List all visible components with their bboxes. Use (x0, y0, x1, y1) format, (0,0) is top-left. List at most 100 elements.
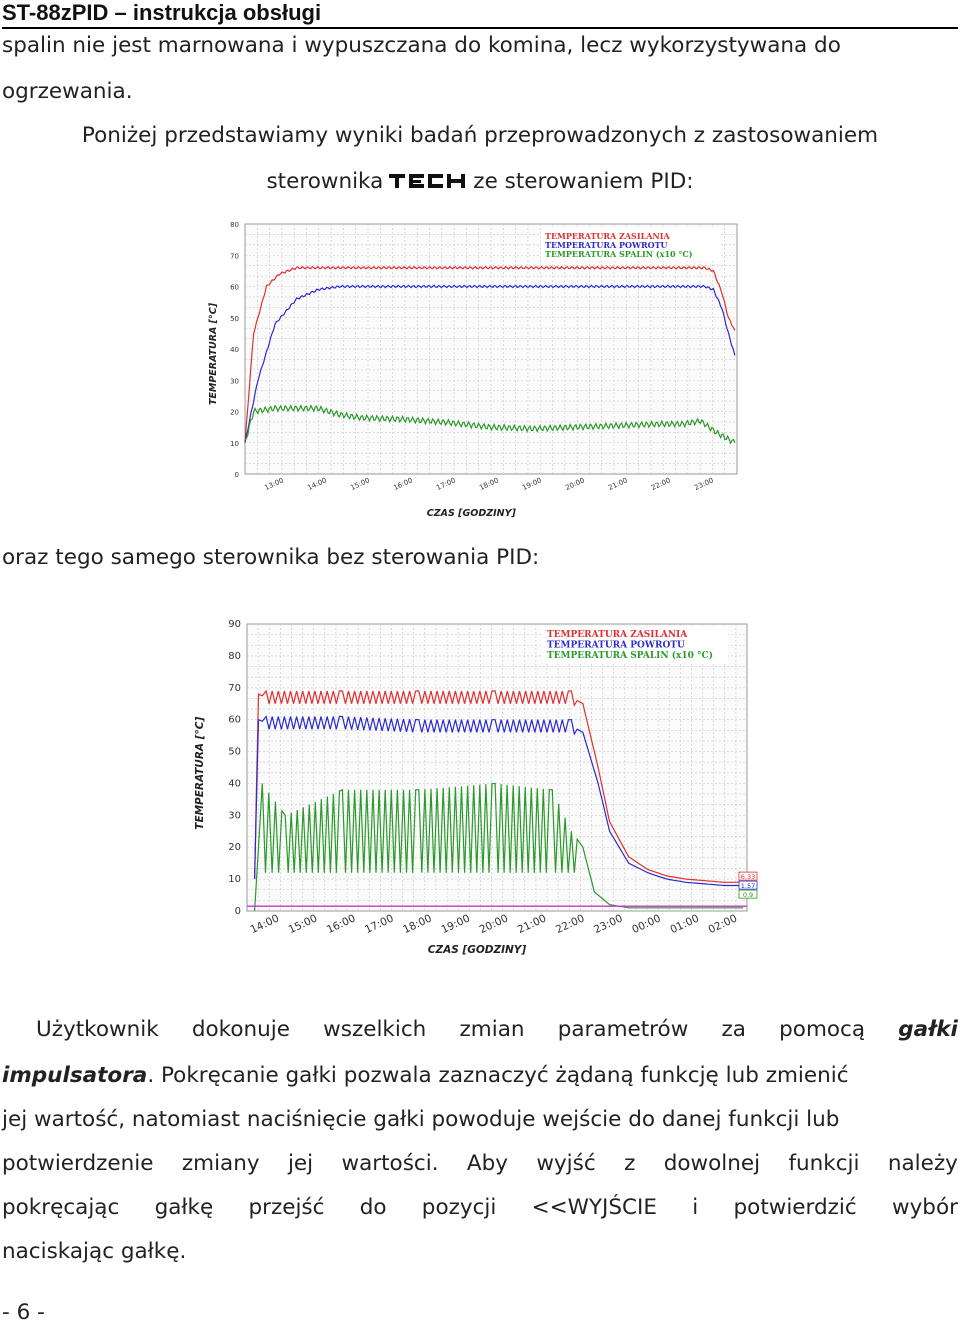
middle-text: oraz tego samego sterownika bez sterowan… (2, 545, 540, 570)
word: dokonuje (191, 1017, 290, 1042)
chart-with-pid-svg: 0 10 20 30 40 50 60 70 80 13:00 14:00 15:00 16:00 17:… (208, 221, 738, 519)
paragraph-line-5: pokręcając gałkę przejść do pozycji <<WY… (2, 1196, 958, 1220)
series-line-3 (244, 404, 736, 445)
end-label-box (738, 880, 758, 890)
word: potwierdzić (733, 1195, 857, 1220)
paragraph-line-4: potwierdzenie zmiany jej wartości. Aby w… (2, 1152, 958, 1176)
legend-entry-1: TEMPERATURA ZASILANIA (547, 630, 688, 640)
plot-area (246, 623, 748, 912)
legend-entry-2: TEMPERATURA POWROTU (545, 240, 668, 250)
x-tick-label: 17:00 (363, 912, 396, 936)
y-tick-label: 20 (230, 409, 239, 417)
y-tick-label: 80 (228, 651, 241, 662)
x-tick-label: 00:00 (630, 912, 663, 936)
paragraph-line-6: naciskając gałkę. (2, 1239, 187, 1264)
word: wyjść (536, 1151, 596, 1176)
word: zmiany (181, 1151, 260, 1176)
intro-line-3: Poniżej przedstawiamy wyniki badań przep… (81, 123, 879, 148)
word: <<WYJŚCIE (531, 1195, 657, 1220)
word: Aby (466, 1151, 508, 1176)
x-tick-label: 15:00 (287, 912, 320, 936)
y-tick-label: 50 (230, 315, 239, 323)
x-tick-label: 20:00 (478, 912, 511, 936)
y-tick-label: 20 (228, 842, 241, 853)
y-tick-label: 60 (228, 715, 241, 726)
intro-line-4-pre: sterownika (266, 169, 384, 194)
y-axis-label: TEMPERATURA [°C] (194, 717, 206, 830)
word: parametrów (557, 1017, 689, 1042)
series-line-2 (254, 715, 744, 887)
word: pomocą (779, 1017, 866, 1042)
x-tick-label: 02:00 (707, 912, 740, 936)
series-line-2 (244, 284, 736, 443)
bold-word-galki: gałki (898, 1017, 958, 1042)
intro-line-4: sterownika ze sterowaniem PID: (0, 169, 960, 196)
bold-word-impulsatora: impulsatora (2, 1063, 148, 1088)
x-tick-label: 16:00 (325, 912, 358, 936)
word: wszelkich (323, 1017, 427, 1042)
end-label-box (738, 889, 758, 899)
x-tick-label: 14:00 (306, 476, 328, 492)
x-axis-label: CZAS [GODZINY] (427, 508, 517, 519)
word: pokręcając (2, 1195, 120, 1220)
word: funkcji (788, 1151, 860, 1176)
word: wybór (892, 1195, 958, 1220)
x-tick-label: 23:00 (592, 912, 625, 936)
y-tick-label: 10 (228, 874, 241, 885)
x-tick-label: 19:00 (521, 476, 543, 492)
y-tick-label: 90 (228, 619, 241, 630)
word: Użytkownik (36, 1017, 159, 1042)
x-tick-label: 21:00 (607, 476, 629, 492)
y-tick-label: 60 (230, 284, 239, 292)
word: gałkę (154, 1195, 214, 1220)
y-tick-label: 40 (228, 778, 241, 789)
x-tick-label: 17:00 (435, 476, 457, 492)
word: do (359, 1195, 387, 1220)
legend-entry-2: TEMPERATURA POWROTU (547, 641, 685, 651)
y-tick-label: 40 (230, 346, 239, 354)
x-tick-label: 20:00 (564, 476, 586, 492)
x-tick-label: 22:00 (554, 912, 587, 936)
word: za (721, 1017, 746, 1042)
chart-with-pid: 0 10 20 30 40 50 60 70 80 13:00 14:00 15:00 16:00 17:… (200, 212, 760, 524)
paragraph-line-3: jej wartość, natomiast naciśnięcie gałki… (2, 1107, 840, 1132)
y-tick-label: 30 (228, 810, 241, 821)
word: należy (887, 1151, 958, 1176)
paragraph-line-2-rest: . Pokręcanie gałki pozwala zaznaczyć żąd… (147, 1063, 849, 1088)
legend-box (541, 228, 721, 261)
tech-logo-graphic (389, 174, 466, 188)
x-tick-label: 22:00 (650, 476, 672, 492)
series-line-1 (244, 265, 736, 444)
legend-entry-3: TEMPERATURA SPALIN (x10 °C) (547, 650, 713, 661)
x-tick-label: 14:00 (249, 912, 282, 936)
word: i (692, 1195, 699, 1220)
word: potwierdzenie (2, 1151, 154, 1176)
word: wartości. (341, 1151, 439, 1176)
word: przejść (248, 1195, 325, 1220)
intro-line-1: spalin nie jest marnowana i wypuszczana … (2, 33, 841, 58)
paragraph-line-2: impulsatora. Pokręcanie gałki pozwala za… (2, 1064, 849, 1088)
y-tick-label: 0 (235, 471, 239, 479)
intro-line-4-post: ze sterowaniem PID: (473, 169, 694, 194)
end-label: 1.57 (741, 882, 755, 890)
legend-entry-1: TEMPERATURA ZASILANIA (545, 231, 670, 241)
x-tick-label: 19:00 (439, 912, 472, 936)
paragraph-line-1: Użytkownik dokonuje wszelkich zmian para… (2, 1018, 958, 1042)
end-label-box (738, 871, 758, 881)
series-line-1 (254, 689, 744, 883)
y-tick-label: 50 (228, 747, 241, 758)
x-tick-label: 01:00 (668, 912, 701, 936)
end-label: 0.9 (743, 891, 753, 899)
word: z (624, 1151, 636, 1176)
y-tick-label: 0 (235, 906, 241, 917)
y-axis-label: TEMPERATURA [°C] (208, 302, 219, 405)
x-axis-label: CZAS [GODZINY] (428, 944, 527, 956)
word: jej (287, 1151, 314, 1176)
x-tick-label: 15:00 (349, 476, 371, 492)
page-header: ST-88zPID – instrukcja obsługi (2, 0, 958, 29)
word: dowolnej (663, 1151, 761, 1176)
end-label: 6.33 (741, 873, 755, 881)
word: zmian (459, 1017, 525, 1042)
tech-logo (389, 171, 467, 196)
